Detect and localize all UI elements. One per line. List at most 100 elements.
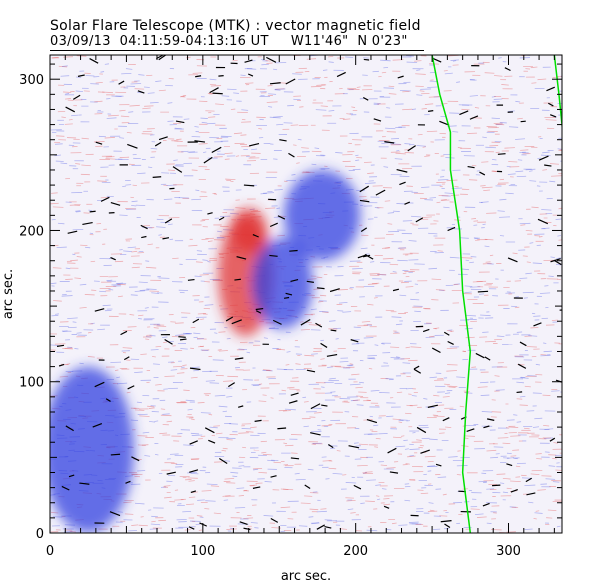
noise-streak [119, 214, 128, 216]
field-vector [166, 471, 176, 475]
noise-streak [102, 304, 111, 307]
polarity-regions [50, 170, 361, 533]
noise-streak [224, 327, 228, 329]
field-vector [239, 521, 248, 525]
noise-streak [481, 411, 493, 413]
noise-streak [166, 420, 173, 423]
noise-streak [469, 261, 474, 264]
field-vector [447, 226, 456, 232]
noise-streak [481, 161, 489, 163]
field-vector [189, 367, 201, 371]
noise-streak [524, 528, 533, 531]
noise-streak [415, 292, 419, 294]
noise-streak [225, 178, 236, 181]
noise-streak [283, 442, 288, 445]
noise-streak [541, 209, 552, 211]
noise-streak [399, 294, 407, 297]
noise-streak [429, 197, 437, 199]
noise-streak [214, 332, 218, 334]
noise-streak [132, 184, 137, 187]
plot-frame [49, 54, 563, 534]
noise-streak [253, 468, 259, 471]
noise-streak [273, 461, 282, 464]
noise-streak [69, 530, 76, 533]
noise-streak [276, 348, 286, 351]
noise-streak [174, 140, 183, 142]
noise-streak [282, 410, 291, 412]
noise-streak [542, 151, 550, 154]
noise-streak [200, 117, 208, 119]
noise-streak [187, 471, 198, 474]
field-vector [178, 336, 186, 338]
noise-streak [542, 169, 548, 171]
field-vector [304, 484, 311, 489]
noise-streak [354, 442, 359, 444]
field-vector [123, 356, 130, 361]
noise-streak [464, 291, 472, 294]
noise-streak [495, 389, 505, 391]
noise-streak [530, 473, 540, 475]
noise-streak [535, 453, 542, 455]
noise-streak [198, 345, 205, 348]
noise-streak [126, 131, 132, 134]
noise-streak [233, 132, 243, 135]
noise-streak [461, 257, 473, 259]
noise-streak [182, 364, 187, 367]
noise-streak [530, 66, 538, 69]
noise-streak [461, 108, 470, 111]
field-vector [243, 184, 255, 187]
field-vector [357, 254, 368, 259]
noise-streak [483, 189, 490, 191]
field-vector [231, 319, 242, 325]
noise-streak [386, 467, 396, 469]
noise-streak [416, 69, 421, 71]
noise-streak [111, 95, 122, 97]
field-vector [279, 139, 287, 142]
noise-streak [502, 442, 511, 445]
noise-streak [374, 446, 379, 448]
noise-streak [349, 383, 361, 386]
noise-streak [64, 123, 73, 125]
noise-streak [188, 244, 198, 247]
field-vector [172, 166, 183, 173]
noise-streak [362, 472, 367, 474]
noise-streak [448, 386, 456, 388]
noise-streak [65, 93, 70, 95]
field-vector [190, 490, 197, 494]
noise-streak [446, 347, 458, 350]
field-vector [533, 322, 542, 327]
field-vector [310, 403, 321, 410]
noise-streak [163, 486, 168, 488]
noise-streak [276, 207, 281, 209]
noise-streak [226, 528, 237, 530]
field-vector [427, 110, 434, 112]
noise-streak [484, 72, 495, 74]
noise-streak [261, 451, 267, 454]
noise-streak [342, 118, 351, 120]
noise-streak [538, 236, 543, 238]
noise-streak [127, 246, 137, 249]
noise-streak [465, 336, 475, 339]
field-vector [359, 185, 370, 193]
noise-streak [144, 455, 151, 457]
noise-streak [368, 367, 373, 370]
noise-streak [243, 517, 254, 519]
field-vector [504, 67, 511, 72]
noise-streak [366, 529, 378, 532]
field-vector [350, 339, 359, 343]
noise-streak [191, 434, 203, 436]
field-vector [247, 73, 254, 77]
noise-streak [263, 369, 271, 371]
noise-streak [345, 482, 357, 484]
noise-streak [190, 418, 195, 421]
noise-streak [550, 163, 559, 165]
field-vector [516, 391, 523, 394]
noise-streak [201, 349, 210, 351]
noise-streak [186, 503, 195, 506]
noise-streak [486, 126, 498, 128]
field-vector [484, 356, 491, 361]
noise-streak [404, 448, 409, 450]
noise-streak [120, 115, 130, 118]
noise-streak [271, 459, 279, 462]
noise-streak [532, 262, 542, 264]
